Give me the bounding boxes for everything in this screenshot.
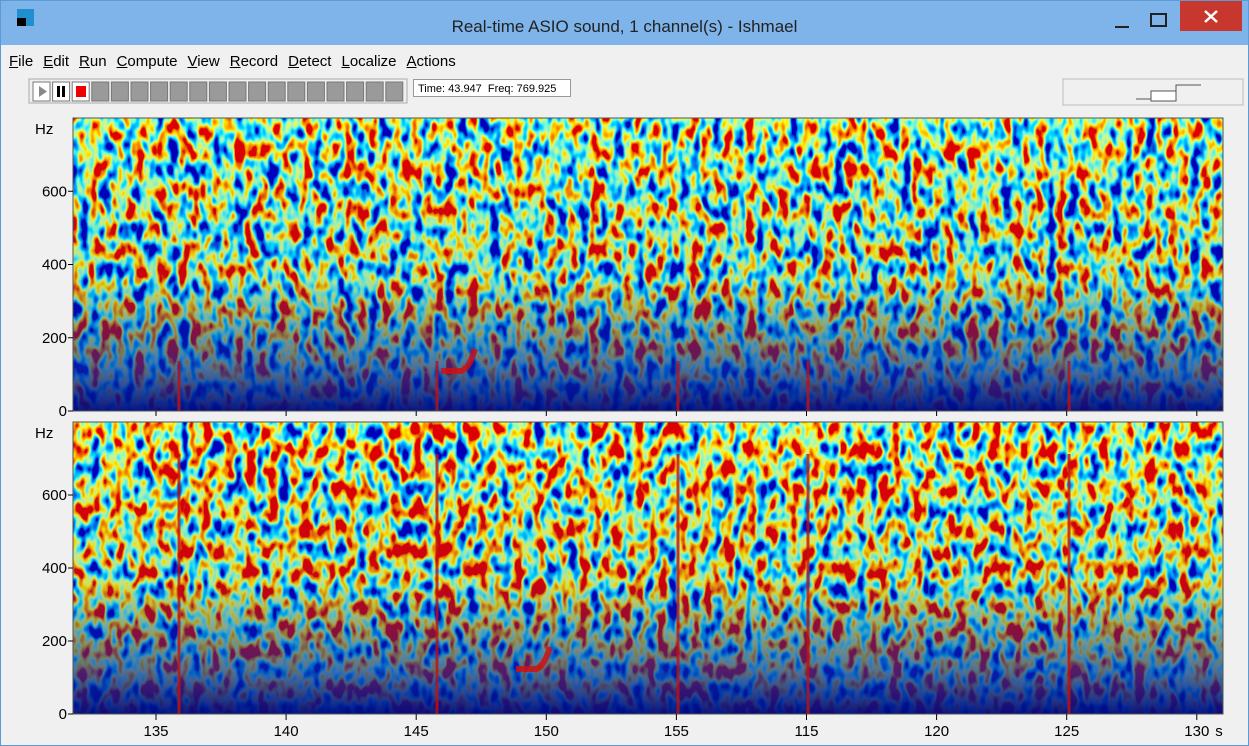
toolbar-button[interactable] — [111, 82, 128, 101]
spectrogram-panel — [73, 422, 1223, 714]
stop-icon — [76, 86, 86, 97]
toolbar-button[interactable] — [151, 82, 168, 101]
spectrogram-image — [73, 118, 1223, 411]
y-tick-label: 400 — [42, 257, 67, 274]
y-tick-label: 600 — [42, 487, 67, 504]
y-tick-label: 400 — [42, 560, 67, 577]
x-tick-label: 125 — [1054, 723, 1079, 740]
spectrogram-image — [73, 422, 1223, 714]
click-trace — [178, 361, 181, 411]
workspace: 0 200 400 600 Hz 0 200 400 600 Hz 135 140 145 150 155 1… — [1, 1, 1248, 745]
menu-item[interactable]: Edit — [43, 53, 69, 70]
toolbar-button[interactable] — [347, 82, 364, 101]
toolbar-button[interactable] — [249, 82, 266, 101]
pause-icon — [57, 86, 60, 97]
toolbar-button[interactable] — [327, 82, 344, 101]
title-bar: Real-time ASIO sound, 1 channel(s) - Ish… — [1, 1, 1248, 45]
noise-floor — [73, 422, 1223, 714]
toolbar-button[interactable] — [53, 82, 70, 101]
menu-item[interactable]: View — [187, 53, 219, 70]
x-tick-label: 115 — [795, 723, 819, 740]
slider-track — [1136, 85, 1201, 99]
menu-item[interactable]: Compute — [117, 53, 178, 70]
status-freq: Freq: 769.925 — [488, 83, 557, 95]
x-tick-label: 140 — [274, 723, 299, 740]
click-trace — [807, 454, 810, 714]
toolbar-button[interactable] — [209, 82, 226, 101]
y-tick-label: 200 — [42, 633, 67, 650]
status-time: Time: 43.947 — [418, 83, 482, 95]
window-title: Real-time ASIO sound, 1 channel(s) - Ish… — [1, 17, 1248, 37]
toolbar — [29, 79, 407, 103]
toolbar-button[interactable] — [307, 82, 324, 101]
status-box: Time: 43.947 Freq: 769.925 — [413, 79, 571, 97]
toolbar-button[interactable] — [386, 82, 403, 101]
slider-thumb[interactable] — [1151, 91, 1176, 101]
click-trace — [436, 361, 439, 411]
toolbar-button[interactable] — [366, 82, 383, 101]
x-tick-label: 155 — [664, 723, 689, 740]
menu-item[interactable]: Actions — [407, 53, 456, 70]
x-tick-label: 135 — [143, 723, 168, 740]
menu-item[interactable]: Localize — [341, 53, 396, 70]
toolbar-button[interactable] — [131, 82, 148, 101]
click-trace — [436, 454, 439, 714]
toolbar-button[interactable] — [229, 82, 246, 101]
plot-frame — [73, 118, 1223, 411]
noise-floor — [73, 118, 1223, 411]
menu-item[interactable]: Record — [230, 53, 278, 70]
menu-item[interactable]: File — [9, 53, 33, 70]
menu-item[interactable]: Run — [79, 53, 107, 70]
y-tick-label: 200 — [42, 330, 67, 347]
play-icon — [39, 86, 47, 97]
x-tick-label: 130 — [1184, 723, 1209, 740]
click-trace — [677, 454, 680, 714]
click-trace — [807, 361, 810, 411]
spectrogram-panel — [73, 118, 1223, 411]
x-unit-label: s — [1215, 723, 1223, 740]
whistle-trace — [516, 647, 550, 669]
click-trace — [178, 454, 181, 714]
menu-bar: File Edit Run Compute View Record Detect Locali… — [9, 53, 466, 73]
click-trace — [1068, 361, 1071, 411]
app-window: Real-time ASIO sound, 1 channel(s) - Ish… — [0, 0, 1249, 746]
x-tick-label: 145 — [404, 723, 429, 740]
click-trace — [1068, 454, 1071, 714]
click-trace — [677, 361, 680, 411]
y-tick-label: 600 — [42, 183, 67, 200]
toolbar-button[interactable] — [170, 82, 187, 101]
toolbar-button[interactable] — [288, 82, 305, 101]
toolbar-button[interactable] — [268, 82, 285, 101]
toolbar-button[interactable] — [190, 82, 207, 101]
x-tick-label: 120 — [924, 723, 949, 740]
pause-icon — [62, 86, 65, 97]
y-tick-label: 0 — [59, 706, 67, 723]
toolbar-button[interactable] — [92, 82, 109, 101]
plot-frame — [73, 422, 1223, 714]
x-tick-label: 150 — [534, 723, 559, 740]
toolbar-button[interactable] — [33, 82, 50, 101]
whistle-trace — [441, 349, 475, 371]
toolbar-button[interactable] — [72, 82, 89, 101]
menu-item[interactable]: Detect — [288, 53, 331, 70]
y-unit-label: Hz — [35, 121, 53, 138]
scroll-widget[interactable] — [1063, 79, 1243, 105]
y-unit-label: Hz — [35, 425, 53, 442]
y-tick-label: 0 — [59, 403, 67, 420]
